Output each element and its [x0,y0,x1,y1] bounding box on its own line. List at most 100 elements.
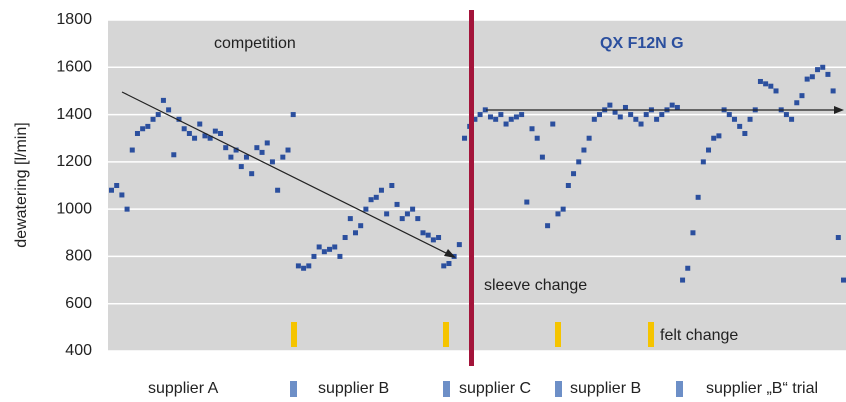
point [799,93,805,99]
arrow-head [444,249,456,258]
point [560,206,566,212]
point [446,261,452,267]
point [820,64,826,70]
point [659,112,665,118]
supplier-divider [443,381,450,397]
point [140,126,146,132]
supplier-divider [555,381,562,397]
point [493,116,499,122]
point [114,183,120,188]
point [597,112,602,118]
point [249,171,255,177]
point [228,154,234,160]
annotation: felt change [660,327,738,344]
point [638,121,644,127]
point [747,116,753,122]
point [264,140,270,146]
point [763,81,769,87]
point [617,114,623,120]
y-tick-label: 800 [65,248,92,265]
point [571,171,577,177]
point [612,109,618,115]
point [202,133,208,139]
felt-marker [555,322,561,347]
point [399,216,405,222]
point [327,246,333,252]
point [503,121,509,127]
arrow-head [834,106,844,114]
point [160,97,166,103]
point [358,223,364,229]
point [425,232,431,238]
annotation: sleeve change [484,277,587,294]
point [243,154,249,160]
point [321,249,327,255]
point [353,230,358,236]
point [290,112,296,118]
point [529,126,535,132]
point [316,244,322,250]
point [420,230,426,236]
point [134,130,140,136]
point [394,201,400,207]
points [109,64,846,283]
point [280,154,286,160]
point [223,145,229,151]
point [441,263,447,269]
y-tick-label: 1200 [56,153,92,170]
point [124,206,130,212]
point [436,235,442,241]
point [773,88,779,94]
point [513,114,519,120]
supplier-label: supplier A [148,380,219,397]
point [565,183,571,188]
point [737,123,743,129]
point [622,104,628,110]
point [508,116,514,122]
point [347,216,353,222]
point [628,112,634,118]
point [332,244,338,250]
annotation: competition [214,35,296,52]
point [695,194,701,200]
point [731,116,737,122]
point [685,265,691,271]
point [825,71,831,77]
y-tick-label: 1600 [56,59,92,76]
point [166,107,172,113]
point [456,242,462,248]
trend-arrow [121,91,453,257]
point [207,135,213,141]
point [524,199,530,205]
point [757,78,763,84]
supplier-label: supplier C [459,380,531,397]
point [384,211,390,217]
point [410,206,416,212]
point [472,116,478,122]
point [373,194,379,200]
point [119,192,125,198]
point [680,277,686,283]
point [186,130,192,136]
point [233,147,239,153]
point [368,197,374,203]
point [607,102,613,108]
y-tick-label: 1800 [56,11,92,28]
point [726,112,732,118]
point [197,121,203,127]
point [591,116,597,122]
plot-area [108,20,846,351]
point [295,263,301,269]
annotation: QX F12N G [600,35,684,52]
y-tick-label: 1400 [56,106,92,123]
point [519,112,525,118]
point [404,211,410,217]
point [171,152,177,158]
felt-marker [443,322,449,347]
point [706,147,712,153]
point [238,164,244,170]
felt-marker [291,322,297,347]
point [830,88,836,94]
y-tick-label: 600 [65,295,92,312]
